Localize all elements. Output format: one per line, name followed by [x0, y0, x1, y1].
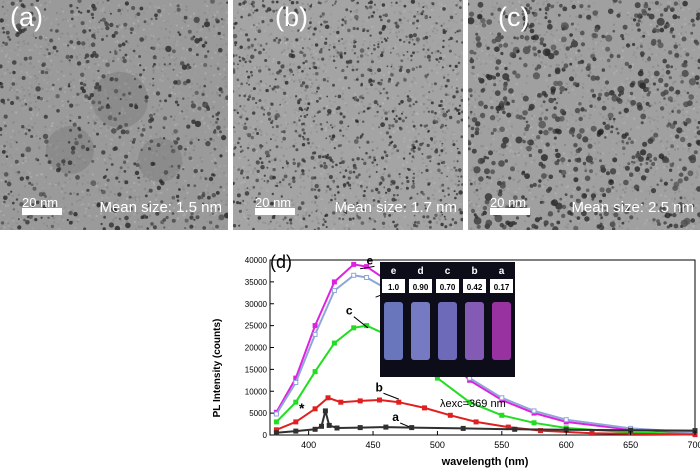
data-point-a	[327, 423, 331, 427]
data-point-b	[313, 407, 317, 411]
y-tick-label: 20000	[245, 344, 268, 353]
data-point-c	[332, 341, 336, 345]
excitation-annotation: λexc=369 nm	[440, 398, 506, 410]
data-point-c	[294, 400, 298, 404]
series-label-e: e	[366, 253, 373, 267]
data-point-c	[274, 420, 278, 424]
x-tick-label: 550	[494, 440, 509, 450]
data-point-d	[274, 412, 278, 416]
data-point-a	[358, 426, 362, 430]
tem-image-b: (b) 20 nm Mean size: 1.7 nm	[233, 0, 463, 230]
x-axis-label: wavelength (nm)	[441, 456, 529, 468]
data-point-a	[513, 427, 517, 431]
cuvette-glow	[465, 302, 484, 360]
data-point-d	[294, 381, 298, 385]
scale-bar-c	[490, 208, 530, 215]
tem-image-c: (c) 20 nm Mean size: 2.5 nm	[468, 0, 700, 230]
data-point-d	[352, 273, 356, 277]
data-point-b	[339, 400, 343, 404]
data-point-a	[320, 424, 324, 428]
data-point-b	[474, 420, 478, 424]
mean-size-a: Mean size: 1.5 nm	[99, 199, 222, 216]
pl-spectrum-chart: e d c b a 400 450 500 550 600 650 700 0 5000 10000 150…	[210, 240, 700, 470]
series-label-b: b	[375, 380, 382, 394]
series-label-c: c	[346, 304, 353, 318]
data-point-a	[410, 426, 414, 430]
x-tick-label: 450	[366, 440, 381, 450]
cuvette-glow	[492, 302, 511, 360]
y-tick-label: 40000	[245, 256, 268, 265]
raman-star-marker: *	[299, 400, 305, 416]
data-point-a	[335, 426, 339, 430]
x-tick-label: 650	[623, 440, 638, 450]
cuvette-label: c	[445, 266, 451, 277]
panel-label-b: (b)	[275, 2, 308, 33]
y-tick-label: 35000	[245, 278, 268, 287]
cuvette-glow	[411, 302, 430, 360]
x-tick-label: 700	[687, 440, 700, 450]
data-point-c	[313, 370, 317, 374]
y-tick-label: 10000	[245, 387, 268, 396]
data-point-e	[352, 262, 356, 266]
cuvette-glow	[384, 302, 403, 360]
data-point-c	[532, 421, 536, 425]
y-tick-label: 15000	[245, 365, 268, 374]
x-tick-label: 500	[430, 440, 445, 450]
y-tick-label: 5000	[249, 409, 267, 418]
data-point-b	[378, 398, 382, 402]
x-tick-label: 600	[559, 440, 574, 450]
pl-spectrum-figure: e d c b a 400 450 500 550 600 650 700 0 5000 10000 150…	[210, 240, 700, 470]
cuvette-value: 0.70	[440, 283, 456, 292]
data-point-b	[423, 406, 427, 410]
cuvette-value: 0.42	[467, 283, 483, 292]
mean-size-c: Mean size: 2.5 nm	[571, 199, 694, 216]
scale-bar-a	[22, 208, 62, 215]
y-tick-label: 0	[263, 431, 268, 440]
data-point-a	[461, 426, 465, 430]
data-point-b	[294, 420, 298, 424]
data-point-e	[313, 324, 317, 328]
data-point-a	[274, 431, 278, 435]
data-point-c	[500, 413, 504, 417]
data-point-a	[294, 429, 298, 433]
cuvette-label: b	[471, 266, 477, 277]
data-point-b	[590, 431, 594, 435]
y-tick-label: 25000	[245, 322, 268, 331]
cuvette-label: d	[417, 266, 423, 277]
data-point-a	[323, 409, 327, 413]
cuvette-photo-inset: e 1.0 d 0.90 c 0.70 b 0.42 a 0.17	[380, 262, 515, 377]
series-label-a: a	[392, 410, 399, 424]
data-point-d	[532, 409, 536, 413]
data-point-b	[358, 399, 362, 403]
data-point-d	[564, 418, 568, 422]
data-point-b	[448, 413, 452, 417]
data-point-d	[365, 276, 369, 280]
data-point-a	[313, 427, 317, 431]
data-point-d	[332, 289, 336, 293]
cuvette-glow	[438, 302, 457, 360]
cuvette-label: e	[391, 266, 397, 277]
data-point-b	[326, 396, 330, 400]
data-point-e	[332, 280, 336, 284]
data-point-a	[384, 425, 388, 429]
x-tick-label: 400	[301, 440, 316, 450]
cuvette-value: 0.90	[413, 283, 429, 292]
panel-label-d: (d)	[270, 252, 292, 272]
cuvette-value: 1.0	[388, 283, 400, 292]
mean-size-b: Mean size: 1.7 nm	[334, 199, 457, 216]
panel-label-c: (c)	[498, 2, 529, 33]
y-axis-label: PL Intensity (counts)	[212, 319, 223, 418]
scale-bar-b	[255, 208, 295, 215]
cuvette-label: a	[499, 266, 505, 277]
tem-image-a: (a) 20 nm Mean size: 1.5 nm	[0, 0, 228, 230]
data-point-b	[397, 400, 401, 404]
y-tick-label: 30000	[245, 300, 268, 309]
data-point-c	[352, 326, 356, 330]
cuvette-value: 0.17	[494, 283, 510, 292]
panel-label-a: (a)	[10, 2, 43, 33]
data-point-d	[313, 332, 317, 336]
